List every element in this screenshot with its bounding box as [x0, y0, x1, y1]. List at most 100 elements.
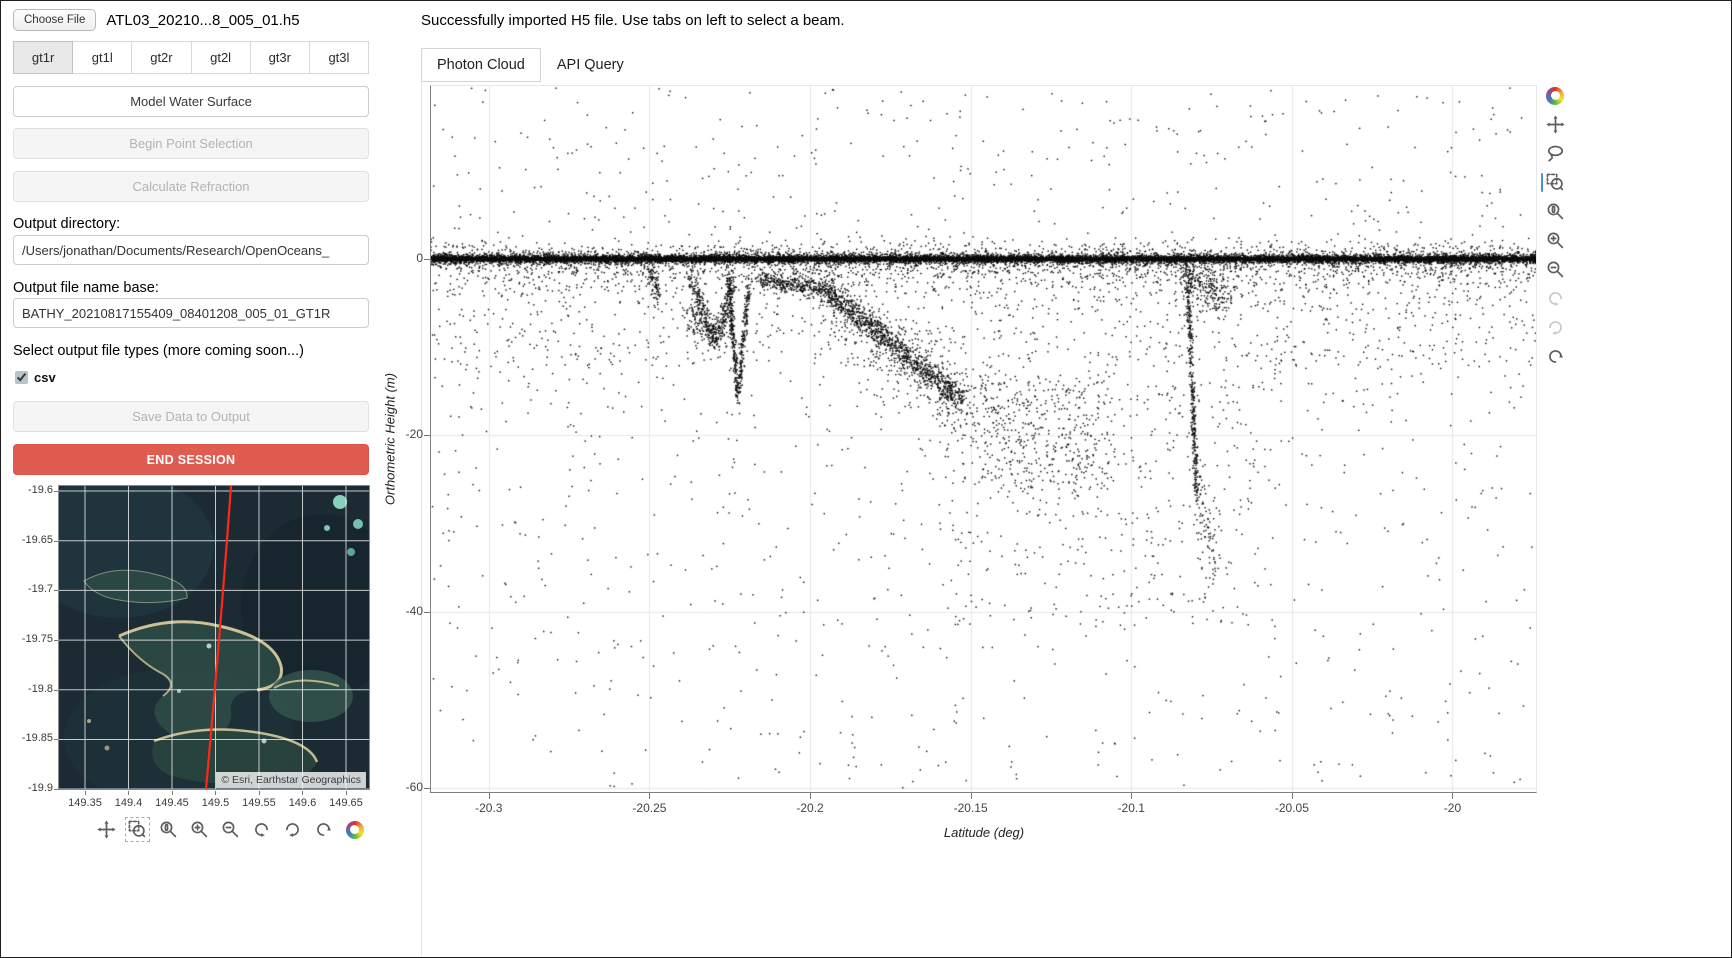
- y-tick-mark: [424, 258, 430, 260]
- map-x-tick-label: 149.65: [329, 797, 363, 809]
- box-zoom-tool[interactable]: [125, 817, 150, 842]
- output-directory-input[interactable]: [13, 235, 369, 265]
- pan-icon: [97, 820, 116, 839]
- x-tick-mark: [1452, 793, 1454, 799]
- output-base-label: Output file name base:: [13, 280, 159, 296]
- redo-tool[interactable]: [282, 819, 303, 840]
- beam-tab-gt2r[interactable]: gt2r: [131, 41, 192, 74]
- map-x-tick-mark: [345, 791, 347, 795]
- bokeh-logo-icon: [345, 820, 364, 839]
- csv-label[interactable]: csv: [34, 370, 56, 385]
- x-tick-label: -20.25: [632, 801, 667, 815]
- reset-icon: [317, 823, 331, 836]
- zoom-out-tool[interactable]: [1545, 259, 1566, 280]
- y-tick-mark: [424, 611, 430, 613]
- pan-tool[interactable]: [1545, 114, 1566, 135]
- zoom-out-tool[interactable]: [220, 819, 241, 840]
- x-tick-mark: [488, 793, 490, 799]
- tab-photon-cloud[interactable]: Photon Cloud: [421, 48, 541, 82]
- x-tick-mark: [810, 793, 812, 799]
- panel-divider: [421, 82, 422, 957]
- bokeh-logo[interactable]: [1545, 85, 1566, 106]
- wheel-zoom-tool[interactable]: [158, 819, 179, 840]
- reset-tool[interactable]: [313, 819, 334, 840]
- zoom-in-tool[interactable]: [189, 819, 210, 840]
- photon-cloud-plot[interactable]: [431, 86, 1536, 792]
- map-y-tick-mark: [54, 689, 58, 691]
- bokeh-logo-icon: [1546, 86, 1564, 105]
- undo-tool[interactable]: [1545, 288, 1566, 309]
- model-water-surface-button[interactable]: Model Water Surface: [13, 86, 369, 117]
- plot-toolbar: [1540, 85, 1567, 367]
- map-x-tick-label: 149.55: [242, 797, 276, 809]
- h5-filename: ATL03_20210...8_005_01.h5: [106, 11, 300, 29]
- beam-tab-gt1l[interactable]: gt1l: [72, 41, 133, 74]
- x-tick-label: -20.1: [1117, 801, 1145, 815]
- zoom-out-icon: [222, 821, 239, 838]
- output-base-input[interactable]: [13, 298, 369, 328]
- map-y-tick-label: -19.9: [27, 782, 53, 795]
- redo-tool[interactable]: [1545, 317, 1566, 338]
- choose-file-button[interactable]: Choose File: [13, 9, 97, 31]
- x-tick-mark: [649, 793, 651, 799]
- zoom-in-icon: [191, 821, 208, 838]
- undo-icon: [1548, 292, 1562, 306]
- map-toolbar: [96, 817, 365, 842]
- tab-api-query[interactable]: API Query: [556, 57, 624, 73]
- box-zoom-tool[interactable]: [1540, 172, 1566, 193]
- x-tick-mark: [970, 793, 972, 799]
- reset-tool[interactable]: [1545, 346, 1566, 367]
- csv-option-row: csv: [15, 370, 56, 385]
- beam-tab-gt1r[interactable]: gt1r: [13, 41, 74, 74]
- beam-tab-gt3l[interactable]: gt3l: [308, 41, 370, 74]
- x-tick-label: -20.2: [796, 801, 824, 815]
- map-x-tick-label: 149.6: [288, 797, 317, 809]
- redo-icon: [1548, 321, 1562, 335]
- map-x-tick-mark: [302, 791, 304, 795]
- begin-point-selection-button[interactable]: Begin Point Selection: [13, 128, 369, 159]
- map-y-tick-mark: [54, 739, 58, 741]
- map-y-tick-label: -19.8: [27, 682, 53, 695]
- beam-tab-gt3r[interactable]: gt3r: [249, 41, 310, 74]
- map-x-tick-label: 149.5: [201, 797, 230, 809]
- map-plot[interactable]: [59, 486, 369, 789]
- csv-checkbox[interactable]: [15, 371, 28, 384]
- map-x-tick-label: 149.45: [155, 797, 189, 809]
- map-y-tick-mark: [54, 590, 58, 592]
- zoom-in-tool[interactable]: [1545, 230, 1566, 251]
- y-tick-label: -40: [405, 603, 423, 618]
- map-y-tick-mark: [54, 789, 58, 791]
- bokeh-logo[interactable]: [344, 819, 365, 840]
- map-y-tick-mark: [54, 640, 58, 642]
- x-tick-mark: [1131, 793, 1133, 799]
- x-tick-mark: [1291, 793, 1293, 799]
- pan-tool[interactable]: [96, 819, 117, 840]
- undo-tool[interactable]: [251, 819, 272, 840]
- redo-icon: [286, 823, 299, 837]
- file-types-label: Select output file types (more coming so…: [13, 343, 304, 359]
- pan-icon: [1545, 115, 1565, 134]
- box-zoom-icon: [1546, 173, 1563, 191]
- reset-icon: [1548, 350, 1563, 363]
- zoom-in-icon: [1547, 232, 1563, 249]
- end-session-button[interactable]: END SESSION: [13, 444, 369, 475]
- map-x-tick-mark: [171, 791, 173, 795]
- save-data-button[interactable]: Save Data to Output: [13, 401, 369, 432]
- beam-tabs: gt1r gt1l gt2r gt2l gt3r gt3l: [13, 41, 370, 74]
- lasso-select-tool[interactable]: [1545, 143, 1566, 164]
- map-x-tick-label: 149.4: [114, 797, 143, 809]
- output-directory-label: Output directory:: [13, 216, 121, 232]
- wheel-zoom-icon: [1547, 203, 1563, 220]
- status-message: Successfully imported H5 file. Use tabs …: [421, 12, 845, 29]
- beam-tab-gt2l[interactable]: gt2l: [190, 41, 251, 74]
- x-tick-label: -20.3: [475, 801, 503, 815]
- wheel-zoom-icon: [160, 821, 177, 838]
- calculate-refraction-button[interactable]: Calculate Refraction: [13, 171, 369, 202]
- file-input-row: Choose File ATL03_20210...8_005_01.h5: [13, 9, 300, 31]
- zoom-out-icon: [1547, 261, 1563, 278]
- y-tick-label: -60: [405, 780, 423, 795]
- main-tabs: Photon Cloud API Query: [421, 48, 640, 82]
- map-attribution: © Esri, Earthstar Geographics: [216, 772, 366, 788]
- wheel-zoom-tool[interactable]: [1545, 201, 1566, 222]
